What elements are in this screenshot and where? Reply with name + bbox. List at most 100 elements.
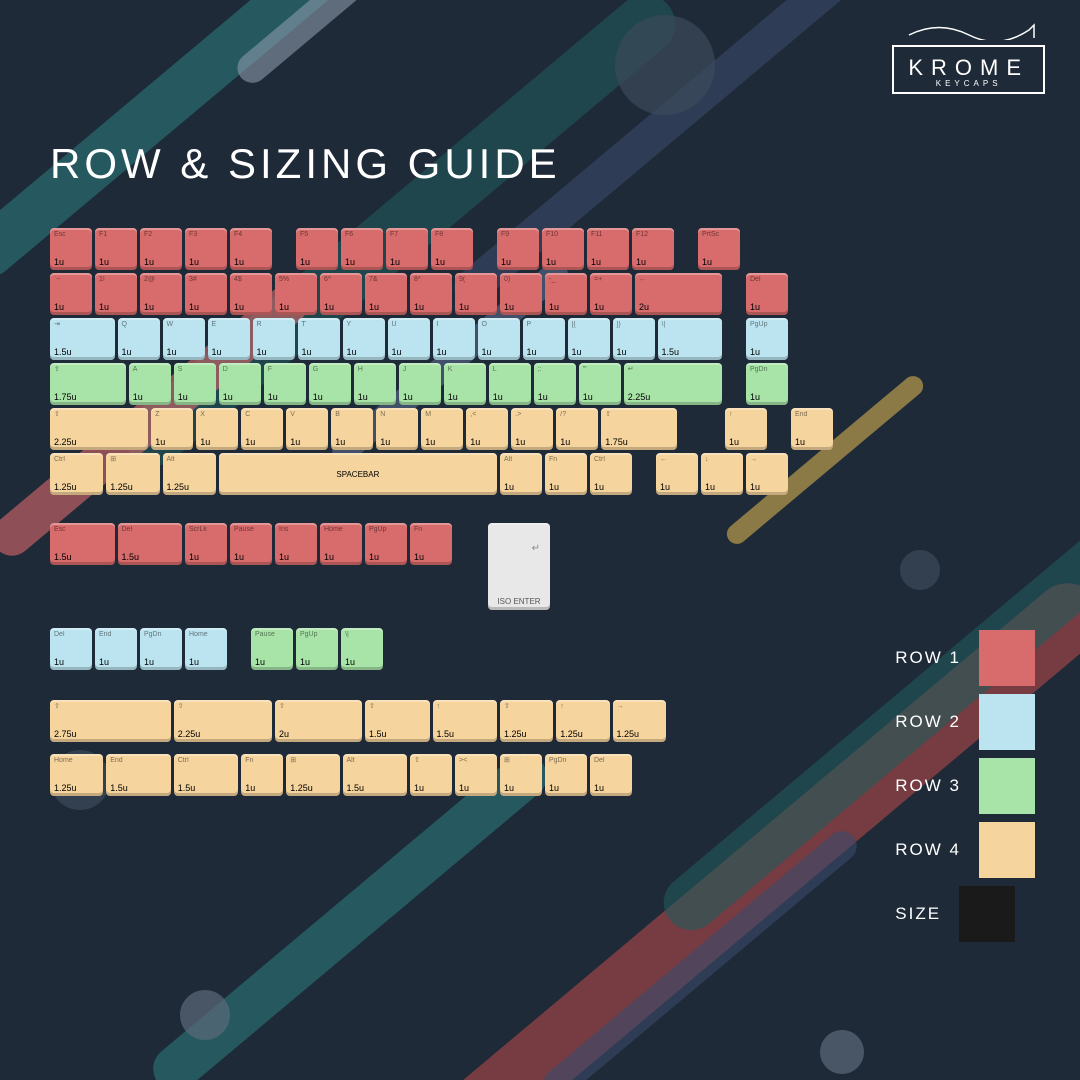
keycap: X1u [196, 408, 238, 450]
keycap: End1.5u [106, 754, 171, 796]
keycap: ,<1u [466, 408, 508, 450]
keyboard-main: Esc1uF11uF21uF31uF41uF51uF61uF71uF81uF91… [50, 228, 1030, 495]
keycap: PgDn1u [545, 754, 587, 796]
keycap: K1u [444, 363, 486, 405]
legend-item: ROW 1 [895, 630, 1035, 686]
keycap: Ctrl1.25u [50, 453, 103, 495]
keycap: Del1u [590, 754, 632, 796]
keycap: ⇧1u [410, 754, 452, 796]
keycap: Alt1u [500, 453, 542, 495]
keycap: F91u [497, 228, 539, 270]
keycap: M1u [421, 408, 463, 450]
keyboard-extras: Esc1.5uDel1.5uScrLk1uPause1uIns1uHome1uP… [50, 523, 1030, 796]
keyboard-row: Esc1uF11uF21uF31uF41uF51uF61uF71uF81uF91… [50, 228, 1030, 270]
keycap: Del1.5u [118, 523, 183, 565]
keycap: J1u [399, 363, 441, 405]
keycap: Esc1.5u [50, 523, 115, 565]
keycap: ><1u [455, 754, 497, 796]
keycap: ⇧2u [275, 700, 362, 742]
keycap: ⇧2.25u [50, 408, 148, 450]
keycap: Ins1u [275, 523, 317, 565]
keycap: ↑1.5u [433, 700, 498, 742]
keycap: ;:1u [534, 363, 576, 405]
keycap: Pause1u [230, 523, 272, 565]
keycap: ↓1u [701, 453, 743, 495]
keycap: Ctrl1u [590, 453, 632, 495]
keycap: /?1u [556, 408, 598, 450]
page-title: ROW & SIZING GUIDE [50, 140, 1030, 188]
keycap: PgUp1u [746, 318, 788, 360]
keyboard-row: ⇧2.25uZ1uX1uC1uV1uB1uN1uM1u,<1u.>1u/?1u⇧… [50, 408, 1030, 450]
keycap: Ctrl1.5u [174, 754, 239, 796]
keycap: ⇧1.5u [365, 700, 430, 742]
keycap: B1u [331, 408, 373, 450]
keycap: E1u [208, 318, 250, 360]
legend-label: ROW 3 [895, 776, 961, 796]
keycap: \|1u [341, 628, 383, 670]
keycap: 4$1u [230, 273, 272, 315]
keycap: C1u [241, 408, 283, 450]
keycap: F101u [542, 228, 584, 270]
keycap: D1u [219, 363, 261, 405]
keycap: 5%1u [275, 273, 317, 315]
keycap: P1u [523, 318, 565, 360]
legend-swatch [979, 758, 1035, 814]
keycap: ⇧2.75u [50, 700, 171, 742]
keycap: End1u [95, 628, 137, 670]
keycap: 3#1u [185, 273, 227, 315]
keycap: 7&1u [365, 273, 407, 315]
keycap: F81u [431, 228, 473, 270]
keycap: Del1u [746, 273, 788, 315]
legend-swatch [979, 822, 1035, 878]
keycap: '"1u [579, 363, 621, 405]
keycap: ↵2.25u [624, 363, 722, 405]
keycap: N1u [376, 408, 418, 450]
keycap: ↑1u [725, 408, 767, 450]
keycap: Y1u [343, 318, 385, 360]
keycap: SPACEBAR [219, 453, 497, 495]
keycap: R1u [253, 318, 295, 360]
keycap: Pause1u [251, 628, 293, 670]
legend-label: SIZE [895, 904, 941, 924]
keyboard-row: Home1.25uEnd1.5uCtrl1.5uFn1u⊞1.25uAlt1.5… [50, 754, 1030, 796]
keycap: ↑1.25u [556, 700, 609, 742]
keycap: L1u [489, 363, 531, 405]
keycap: `~1u [50, 273, 92, 315]
keycap: Esc1u [50, 228, 92, 270]
keyboard-row: ⇪1.75uA1uS1uD1uF1uG1uH1uJ1uK1uL1u;:1u'"1… [50, 363, 1030, 405]
keyboard-row: ⇥1.5uQ1uW1uE1uR1uT1uY1uU1uI1uO1uP1u[{1u]… [50, 318, 1030, 360]
keyboard-row: `~1u1!1u2@1u3#1u4$1u5%1u6^1u7&1u8*1u9(1u… [50, 273, 1030, 315]
keycap: F31u [185, 228, 227, 270]
keycap: [{1u [568, 318, 610, 360]
keycap: 9(1u [455, 273, 497, 315]
legend-item: ROW 3 [895, 758, 1035, 814]
brand-logo: KROME KEYCAPS [892, 20, 1045, 94]
keycap: Alt1.5u [343, 754, 408, 796]
keycap: G1u [309, 363, 351, 405]
keycap: 2@1u [140, 273, 182, 315]
legend-label: ROW 4 [895, 840, 961, 860]
keycap: Alt1.25u [163, 453, 216, 495]
keycap: -_1u [545, 273, 587, 315]
legend: ROW 1ROW 2ROW 3ROW 4SIZE [895, 630, 1035, 950]
keycap: .>1u [511, 408, 553, 450]
keycap: Home1u [185, 628, 227, 670]
keycap: F21u [140, 228, 182, 270]
keycap: V1u [286, 408, 328, 450]
keycap: End1u [791, 408, 833, 450]
keycap: W1u [163, 318, 205, 360]
legend-swatch [959, 886, 1015, 942]
keycap: Home1.25u [50, 754, 103, 796]
keycap: →1.25u [613, 700, 666, 742]
keycap: PrtSc1u [698, 228, 740, 270]
legend-label: ROW 1 [895, 648, 961, 668]
keycap: F11u [95, 228, 137, 270]
keycap: 8*1u [410, 273, 452, 315]
keycap: ⇧1.25u [500, 700, 553, 742]
keycap: Q1u [118, 318, 160, 360]
keycap: ⇧1.75u [601, 408, 677, 450]
keycap: ⇧2.25u [174, 700, 272, 742]
keycap: Fn1u [241, 754, 283, 796]
keycap: Home1u [320, 523, 362, 565]
keycap: S1u [174, 363, 216, 405]
